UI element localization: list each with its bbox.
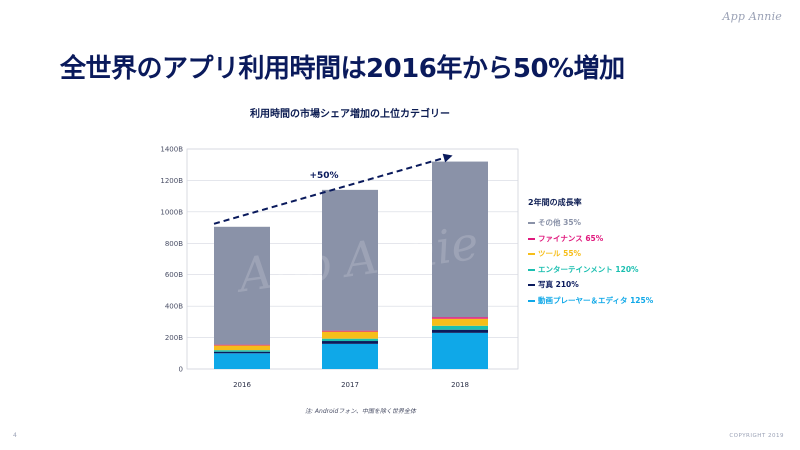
- legend-label: 写真: [538, 280, 556, 290]
- slide-title: 全世界のアプリ利用時間は2016年から50%増加: [60, 54, 625, 84]
- legend-growth-value: 65%: [585, 233, 604, 243]
- legend-item: 写真 210%: [528, 279, 653, 295]
- bar-segment: [322, 343, 378, 369]
- legend-item: 動画プレーヤー＆エディタ 125%: [528, 295, 653, 311]
- bar-segment: [322, 338, 378, 342]
- copyright: COPYRIGHT 2019: [729, 433, 784, 439]
- y-tick-label: 1000B: [160, 208, 183, 216]
- bar-segment: [432, 332, 488, 369]
- chart-title: 利用時間の市場シェア増加の上位カテゴリー: [250, 109, 450, 120]
- legend-growth-value: 125%: [630, 295, 654, 305]
- legend-item: その他 35%: [528, 217, 653, 233]
- growth-annotation: +50%: [309, 171, 338, 181]
- bar-segment: [322, 331, 378, 339]
- legend-label: ツール: [538, 249, 564, 259]
- bar-segment: [214, 345, 270, 351]
- y-tick-label: 1200B: [160, 177, 183, 185]
- legend-swatch: [528, 253, 535, 256]
- bar-segment: [322, 330, 378, 332]
- legend-swatch: [528, 268, 535, 271]
- chart-legend: 2年間の成長率 その他 35% ファイナンス 65% ツール 55% エンターテインメ…: [528, 197, 653, 311]
- legend-swatch: [528, 299, 535, 302]
- bar-segment: [214, 226, 270, 345]
- legend-item: エンターテインメント 120%: [528, 264, 653, 280]
- y-tick-label: 200B: [165, 334, 183, 342]
- legend-growth-value: 55%: [563, 249, 582, 259]
- page-number: 4: [13, 432, 17, 439]
- bar-segment: [214, 344, 270, 346]
- legend-item: ツール 55%: [528, 248, 653, 264]
- y-tick-label: 400B: [165, 303, 183, 311]
- bar-segment: [214, 353, 270, 369]
- y-tick-label: 1400B: [160, 146, 183, 154]
- legend-growth-value: 35%: [563, 218, 582, 227]
- legend-label: その他: [538, 218, 564, 227]
- x-tick-label: 2018: [451, 381, 469, 389]
- legend-growth-value: 120%: [615, 264, 639, 274]
- legend-label: エンターテインメント: [538, 264, 616, 274]
- bar-segment: [322, 341, 378, 344]
- bar-segment: [214, 350, 270, 352]
- legend-swatch: [528, 222, 535, 224]
- bar-segment: [432, 329, 488, 333]
- y-tick-label: 600B: [165, 271, 183, 279]
- bar-segment: [432, 318, 488, 326]
- bar-segment: [432, 317, 488, 319]
- bar-segment: [214, 351, 270, 354]
- bar-segment: [432, 325, 488, 330]
- bar-segment: [432, 161, 488, 318]
- app-annie-logo: App Annie: [722, 10, 782, 23]
- legend-growth-value: 210%: [555, 280, 579, 290]
- bar-segment: [322, 189, 378, 331]
- growth-arrow-head: [442, 153, 453, 163]
- legend-title: 2年間の成長率: [528, 198, 582, 207]
- legend-swatch: [528, 284, 535, 287]
- y-tick-label: 800B: [165, 240, 183, 248]
- legend-label: 動画プレーヤー＆エディタ: [538, 295, 631, 305]
- y-tick-label: 0: [179, 366, 183, 374]
- x-tick-label: 2016: [233, 381, 251, 389]
- legend-label: ファイナンス: [538, 233, 586, 243]
- x-tick-label: 2017: [341, 381, 359, 389]
- legend-item: ファイナンス 65%: [528, 233, 653, 249]
- footnote: 注: Androidフォン、中国を除く世界全体: [305, 408, 416, 415]
- legend-swatch: [528, 237, 535, 240]
